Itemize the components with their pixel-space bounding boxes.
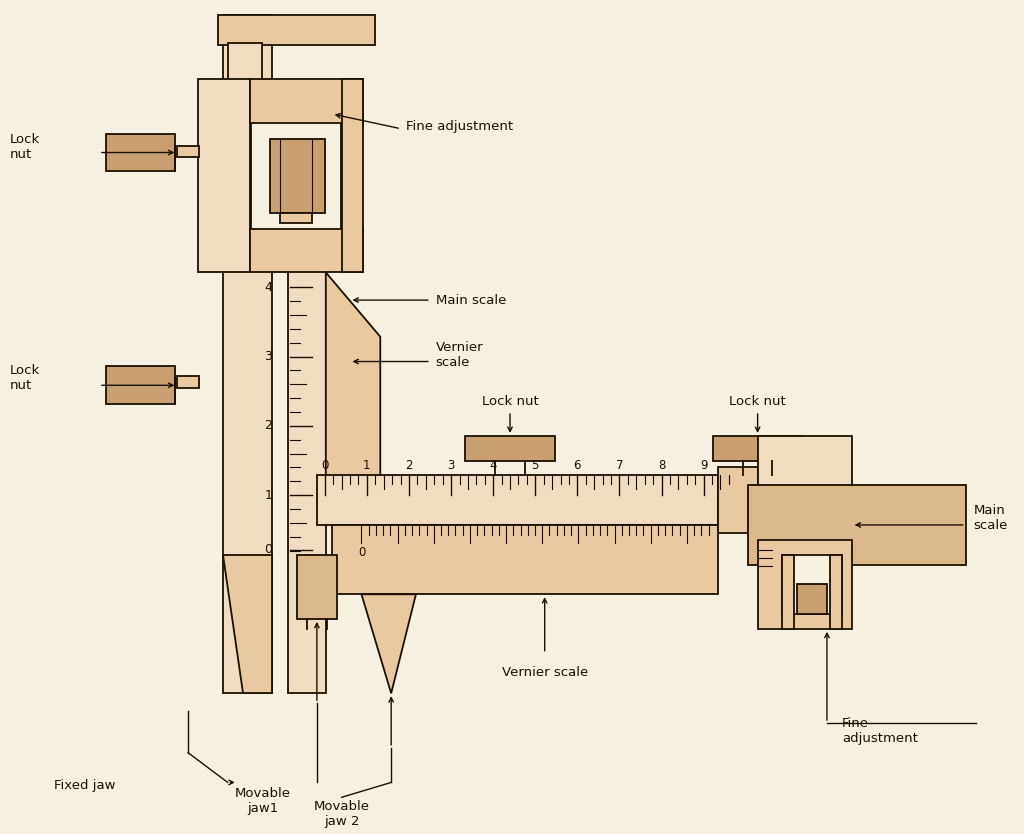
- Bar: [281, 213, 312, 223]
- Text: Main
scale: Main scale: [974, 504, 1008, 532]
- Text: 6: 6: [573, 459, 581, 472]
- Polygon shape: [326, 273, 380, 525]
- Polygon shape: [361, 595, 416, 693]
- Text: Lock
nut: Lock nut: [10, 364, 40, 392]
- Text: Vernier scale: Vernier scale: [502, 666, 588, 679]
- Polygon shape: [223, 555, 272, 693]
- Bar: [218, 15, 376, 44]
- Text: 5: 5: [531, 459, 539, 472]
- Bar: [105, 133, 175, 171]
- Bar: [829, 555, 842, 629]
- Bar: [718, 468, 758, 533]
- Text: 4: 4: [264, 281, 272, 294]
- Bar: [758, 540, 852, 629]
- Bar: [177, 376, 199, 389]
- Bar: [227, 43, 262, 92]
- Text: 0: 0: [322, 459, 329, 472]
- Bar: [198, 79, 250, 273]
- Text: Lock nut: Lock nut: [729, 394, 786, 408]
- Text: 2: 2: [264, 420, 272, 432]
- Text: 8: 8: [657, 459, 666, 472]
- Bar: [297, 555, 337, 619]
- Text: Lock
nut: Lock nut: [10, 133, 40, 161]
- Text: Fine
adjustment: Fine adjustment: [842, 717, 918, 745]
- Bar: [223, 15, 272, 693]
- Text: 1: 1: [364, 459, 371, 472]
- Text: 4: 4: [489, 459, 497, 472]
- Text: 7: 7: [615, 459, 624, 472]
- Text: Fine adjustment: Fine adjustment: [407, 120, 513, 133]
- Bar: [713, 436, 802, 460]
- Text: Movable
jaw1: Movable jaw1: [234, 787, 291, 816]
- Bar: [270, 138, 325, 213]
- Text: Main scale: Main scale: [436, 294, 506, 307]
- Bar: [748, 485, 966, 565]
- Bar: [250, 79, 364, 123]
- Text: 2: 2: [406, 459, 413, 472]
- Text: 3: 3: [264, 350, 272, 363]
- Bar: [342, 79, 364, 273]
- Text: 0: 0: [264, 543, 272, 556]
- Bar: [758, 436, 852, 540]
- Bar: [250, 228, 364, 273]
- Bar: [466, 436, 555, 460]
- Text: Movable
jaw 2: Movable jaw 2: [313, 801, 370, 828]
- Bar: [798, 585, 827, 614]
- Bar: [177, 146, 199, 158]
- Text: 3: 3: [447, 459, 455, 472]
- Bar: [782, 555, 795, 629]
- Bar: [782, 555, 842, 614]
- Text: Fixed jaw: Fixed jaw: [54, 779, 116, 792]
- Text: 0: 0: [357, 546, 366, 559]
- Text: Vernier
scale: Vernier scale: [436, 340, 483, 369]
- Text: Lock nut: Lock nut: [481, 394, 539, 408]
- Text: 9: 9: [699, 459, 708, 472]
- Bar: [316, 475, 718, 525]
- Bar: [332, 525, 718, 595]
- Bar: [288, 128, 326, 693]
- Bar: [105, 366, 175, 404]
- Text: 1: 1: [264, 489, 272, 502]
- Bar: [251, 123, 341, 229]
